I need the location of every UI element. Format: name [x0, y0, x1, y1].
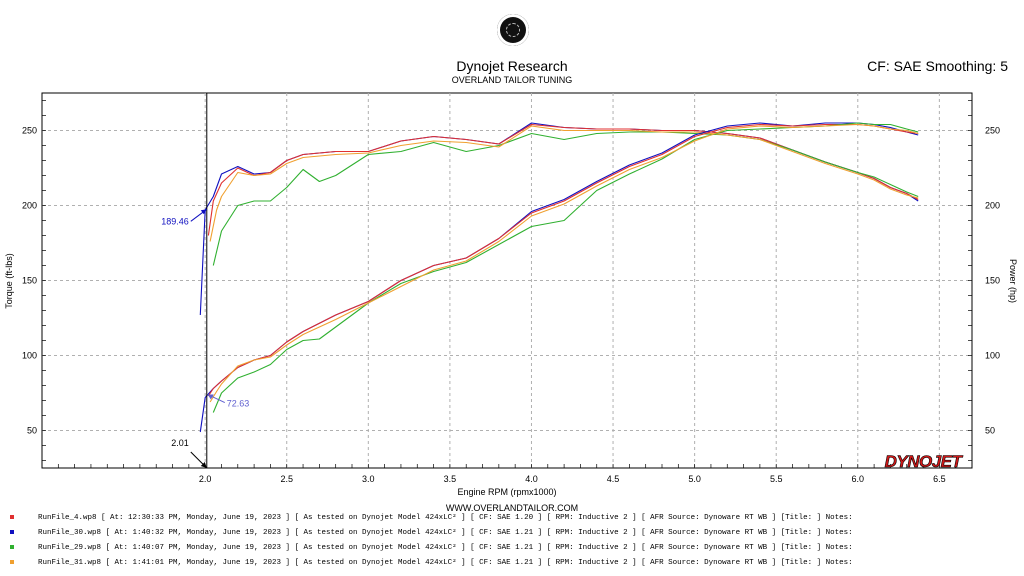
legend-swatch-0 — [10, 515, 14, 520]
y2-tick-label: 100 — [985, 351, 1000, 361]
cursor-power-arrowhead — [207, 394, 214, 400]
grid — [42, 93, 972, 468]
x-tick-label: 6.0 — [852, 474, 865, 484]
cursor-torque-arrowhead — [200, 209, 207, 215]
y-axis-label: Torque (ft-lbs) — [4, 253, 14, 309]
legend-swatch-3 — [10, 560, 14, 565]
y-tick-label: 100 — [22, 351, 37, 361]
legend-text: RunFile_31.wp8 [ At: 1:41:01 PM, Monday,… — [38, 559, 853, 567]
website-url: WWW.OVERLANDTAILOR.COM — [445, 503, 579, 513]
x-tick-label: 3.5 — [444, 474, 457, 484]
legend-text: RunFile_4.wp8 [ At: 12:30:33 PM, Monday,… — [38, 514, 853, 522]
legend-row[interactable]: RunFile_29.wp8 [ At: 1:40:07 PM, Monday,… — [10, 541, 853, 556]
legend-row[interactable]: RunFile_4.wp8 [ At: 12:30:33 PM, Monday,… — [10, 511, 853, 526]
series-line — [212, 131, 919, 266]
series-line — [209, 125, 919, 242]
dynojet-logo: DYNOJET — [885, 452, 964, 471]
x-tick-label: 4.5 — [607, 474, 620, 484]
y-tick-label: 50 — [27, 426, 37, 436]
chart-title: Dynojet Research — [456, 58, 568, 74]
x-axis-label: Engine RPM (rpmx1000) — [457, 487, 556, 497]
x-tick-label: 6.5 — [933, 474, 946, 484]
y-tick-label: 250 — [22, 126, 37, 136]
y2-tick-label: 200 — [985, 201, 1000, 211]
x-tick-label: 3.0 — [362, 474, 375, 484]
dynojet-seal-icon — [497, 14, 529, 46]
cursor-power-label: 72.63 — [227, 399, 250, 409]
cursor-torque-label: 189.46 — [161, 216, 189, 226]
legend-row[interactable]: RunFile_31.wp8 [ At: 1:41:01 PM, Monday,… — [10, 556, 853, 571]
cursor: 189.46 72.63 2.01 — [161, 93, 250, 469]
legend-text: RunFile_29.wp8 [ At: 1:40:07 PM, Monday,… — [38, 544, 853, 552]
y2-tick-label: 50 — [985, 426, 995, 436]
y2-tick-label: 250 — [985, 126, 1000, 136]
cursor-x-arrowhead — [200, 462, 207, 468]
axis-ticks: 2.0 2.5 3.0 3.5 4.0 4.5 5.0 5.5 6.0 6.5 50 50 100 100… — [22, 100, 1000, 484]
y2-axis-label: Power (hp) — [1008, 259, 1018, 303]
series-lines — [199, 122, 919, 433]
y2-tick-label: 150 — [985, 276, 1000, 286]
cursor-x-label: 2.01 — [171, 438, 189, 448]
run-legend: RunFile_4.wp8 [ At: 12:30:33 PM, Monday,… — [10, 511, 853, 571]
y-tick-label: 150 — [22, 276, 37, 286]
correction-factor-info: CF: SAE Smoothing: 5 — [867, 58, 1008, 74]
legend-row[interactable]: RunFile_30.wp8 [ At: 1:40:32 PM, Monday,… — [10, 526, 853, 541]
y-tick-label: 200 — [22, 201, 37, 211]
chart-subtitle: OVERLAND TAILOR TUNING — [451, 75, 573, 85]
x-tick-label: 4.0 — [525, 474, 538, 484]
series-line — [209, 123, 919, 403]
x-tick-label: 2.0 — [199, 474, 212, 484]
legend-text: RunFile_30.wp8 [ At: 1:40:32 PM, Monday,… — [38, 529, 853, 537]
x-tick-label: 2.5 — [280, 474, 293, 484]
x-tick-label: 5.5 — [770, 474, 783, 484]
x-tick-label: 5.0 — [688, 474, 701, 484]
legend-swatch-1 — [10, 530, 14, 535]
legend-swatch-2 — [10, 545, 14, 550]
